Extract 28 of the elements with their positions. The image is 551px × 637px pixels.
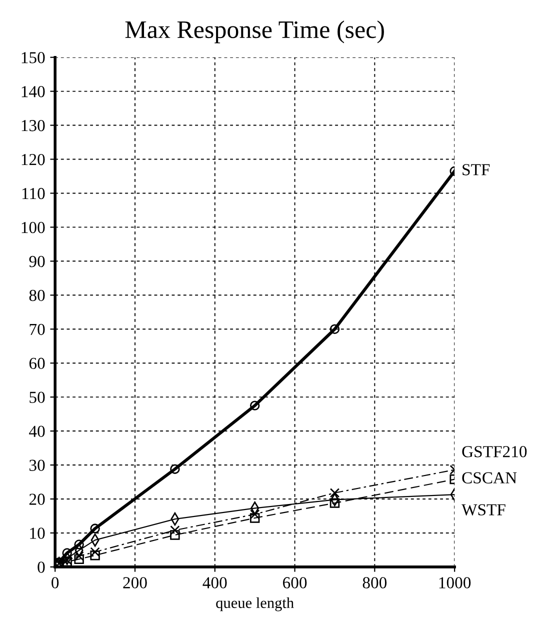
y-tick-label: 80 [29,290,45,302]
y-tick-label: 40 [29,426,45,437]
series-label: STF [462,164,490,176]
x-tick-label: 600 [283,577,307,588]
series-label: GSTF210 [462,446,527,458]
series-label: CSCAN [462,472,517,484]
y-tick-label: 110 [22,188,45,200]
y-tick-label: 0 [38,562,45,573]
y-tick-label: 100 [22,222,45,234]
series-label: WSTF [462,504,506,516]
y-tick-label: 90 [29,256,45,268]
x-tick-label: 1000 [439,577,471,588]
x-tick-label: 200 [123,577,147,588]
x-axis-title: queue length [216,597,294,612]
y-tick-label: 30 [30,460,45,471]
y-tick-label: 120 [22,154,45,166]
y-tick-label: 50 [30,392,45,404]
y-tick-label: 70 [30,324,45,336]
y-tick-label: 10 [30,528,45,539]
y-tick-label: 60 [29,358,45,370]
y-tick-label: 150 [22,52,45,64]
y-tick-label: 130 [22,120,45,132]
x-tick-label: 400 [202,577,227,588]
x-tick-label: 0 [52,577,59,588]
y-tick-label: 20 [29,494,45,505]
x-tick-label: 800 [362,577,387,588]
y-tick-label: 140 [22,86,45,98]
chart-title: Max Response Time (sec) [125,20,384,44]
